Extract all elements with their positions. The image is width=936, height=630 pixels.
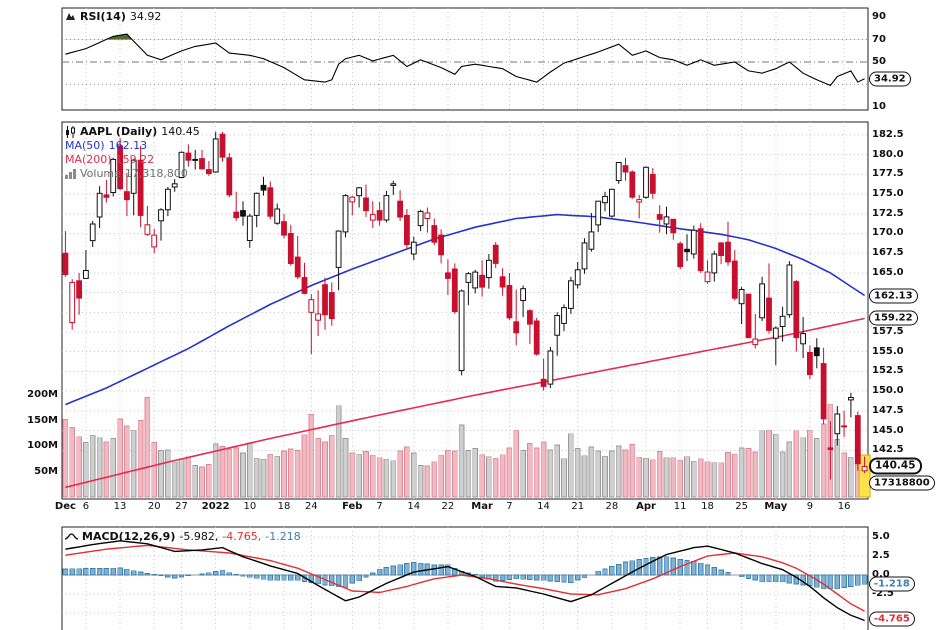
x-axis-label: 20	[147, 501, 161, 512]
price-axis-label: 172.5	[872, 207, 904, 219]
symbol-legend-price: 140.45	[161, 125, 200, 138]
volume-legend-label: Volume	[80, 167, 121, 180]
volume-icon	[65, 168, 76, 179]
price-axis-label: 170.0	[872, 227, 904, 239]
x-axis-label: 16	[837, 501, 851, 512]
rsi-value-badge: 34.92	[869, 71, 911, 87]
price-badge: 140.45	[869, 457, 922, 475]
macd-legend: MACD(12,26,9) -5.982, -4.765, -1.218	[65, 530, 301, 543]
x-axis-label: May	[764, 501, 788, 512]
ma200-legend-value: 159.22	[115, 153, 155, 166]
price-axis-label: 167.5	[872, 247, 904, 259]
symbol-legend: AAPL (Daily) 140.45	[65, 125, 200, 138]
x-axis-label: 28	[605, 501, 619, 512]
rsi-axis-label: 50	[872, 56, 886, 67]
macd-hist-badge: -1.218	[869, 576, 915, 592]
x-axis-label: Mar	[471, 501, 493, 512]
x-axis-label: Dec	[54, 501, 76, 512]
rsi-axis-label: 90	[872, 11, 886, 23]
x-axis-label: Apr	[636, 501, 656, 512]
x-axis-label: 25	[735, 501, 748, 512]
ma50-badge: 162.13	[869, 288, 918, 304]
x-axis-label: Feb	[342, 501, 363, 512]
x-axis-label: 18	[701, 501, 714, 512]
ma200-legend-label: MA(200)	[65, 153, 112, 166]
macd-legend-macd-value: -5.982,	[179, 530, 219, 543]
price-axis-label: 142.5	[872, 444, 904, 456]
rsi-axis-label: 10	[872, 100, 886, 112]
x-axis-label: 18	[277, 501, 291, 512]
x-axis-label: 10	[243, 501, 257, 512]
rsi-legend-value: 34.92	[129, 10, 162, 23]
x-axis-label: 9	[806, 501, 814, 512]
volume-axis-label: 100M	[27, 440, 58, 451]
ma200-legend: MA(200) 159.22	[65, 153, 154, 166]
rsi-legend-label: RSI(14)	[80, 10, 126, 23]
macd-legend-signal-value: -4.765,	[222, 530, 262, 543]
price-axis-label: 182.5	[872, 128, 904, 140]
x-axis-label: 22	[441, 501, 455, 512]
volume-axis-label: 50M	[34, 465, 58, 477]
macd-axis-label: 0.0	[872, 569, 890, 580]
x-axis-label: 27	[175, 501, 188, 512]
x-axis-label: 7	[506, 501, 513, 512]
ma50-legend: MA(50) 162.13	[65, 139, 147, 152]
ma200-badge: 159.22	[869, 310, 918, 326]
macd-axis-label: -2.5	[872, 588, 894, 599]
macd-signal-badge: -4.765	[869, 611, 915, 627]
x-axis-label: 24	[304, 501, 318, 512]
candlestick-icon	[66, 125, 75, 138]
price-axis-label: 157.5	[872, 326, 904, 338]
macd-axis-label: 5.0	[872, 531, 890, 542]
price-axis-label: 165.0	[872, 266, 904, 278]
ma50-legend-value: 162.13	[108, 139, 148, 152]
price-axis-label: 177.5	[872, 168, 904, 180]
macd-legend-label: MACD(12,26,9)	[82, 530, 176, 543]
rsi-axis-label: 70	[872, 33, 886, 45]
price-axis-label: 150.0	[872, 385, 904, 397]
x-axis-label: 11	[673, 501, 687, 512]
rsi-indicator-icon	[66, 13, 75, 20]
macd-axis-label: 2.5	[872, 550, 890, 561]
ma50-legend-label: MA(50)	[65, 139, 105, 152]
macd-indicator-icon	[65, 533, 78, 540]
macd-legend-hist-value: -1.218	[265, 530, 301, 543]
x-axis-label: 13	[113, 501, 127, 512]
x-axis-label: 14	[407, 501, 421, 512]
volume-legend-value: 17,318,800	[124, 167, 188, 180]
price-axis-label: 145.0	[872, 424, 904, 436]
x-axis-label: 6	[82, 501, 90, 512]
price-axis-label: 180.0	[872, 148, 904, 160]
x-axis-label: 2022	[201, 501, 230, 512]
volume-badge: 17318800	[869, 475, 935, 491]
x-axis-label: 21	[571, 501, 585, 512]
volume-axis-label: 150M	[27, 414, 58, 426]
price-axis-label: 152.5	[872, 365, 904, 377]
price-axis-label: 147.5	[872, 404, 904, 416]
rsi-legend: RSI(14) 34.92	[65, 10, 161, 23]
price-axis-label: 175.0	[872, 188, 904, 200]
price-axis-label: 155.0	[872, 345, 904, 357]
x-axis-label: 7	[376, 501, 383, 512]
x-axis-label: 14	[537, 501, 550, 512]
volume-axis-label: 200M	[27, 389, 58, 400]
symbol-legend-label: AAPL (Daily)	[80, 125, 158, 138]
volume-legend: Volume 17,318,800	[65, 167, 188, 180]
